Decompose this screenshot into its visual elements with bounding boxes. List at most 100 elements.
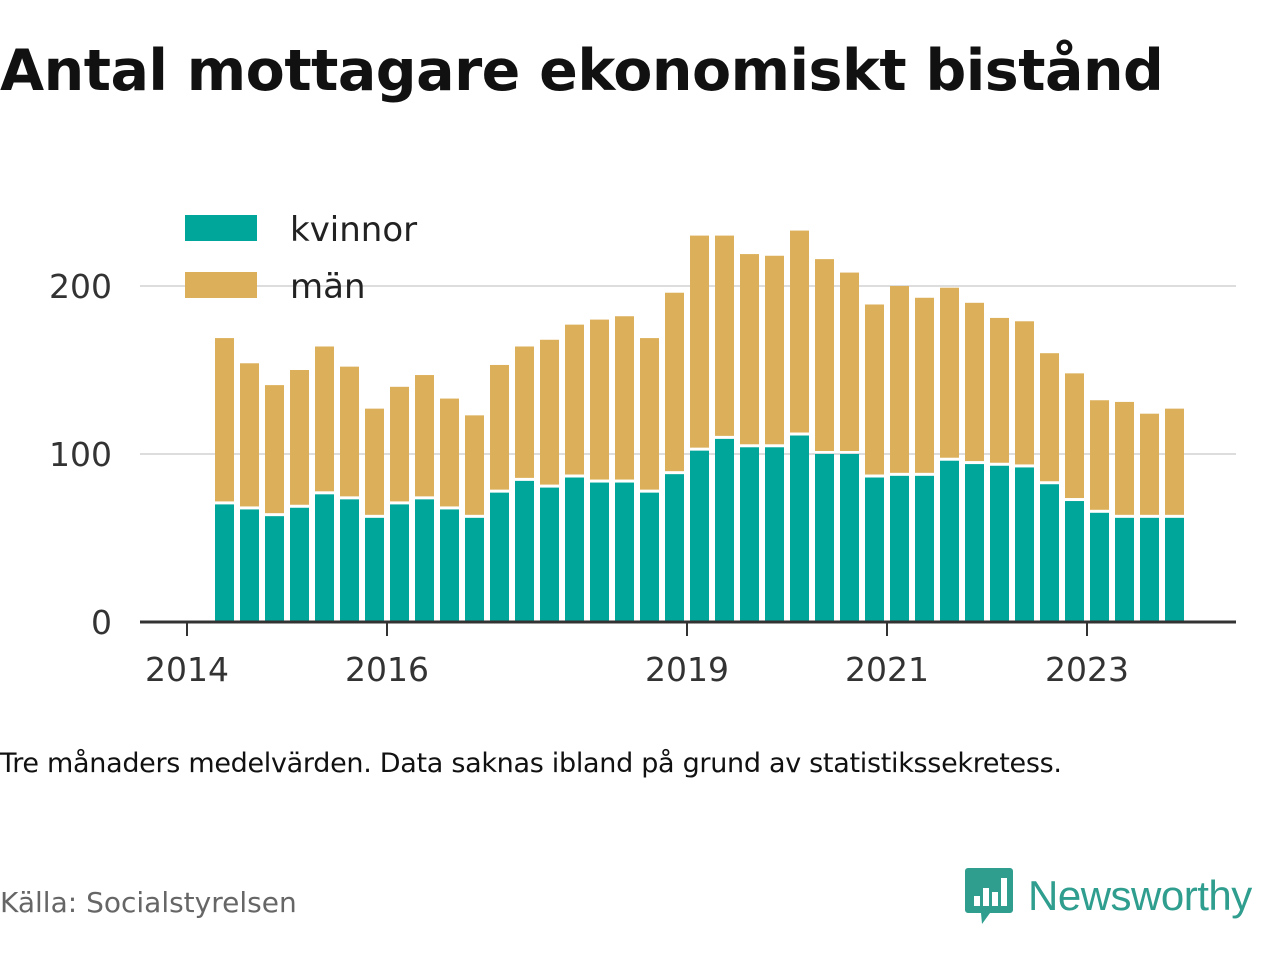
bar-kvinnor-2014-Q2 <box>215 504 234 622</box>
bar-man-2016-Q3 <box>440 398 459 507</box>
bar-kvinnor-2022-Q3 <box>1040 484 1059 622</box>
bar-kvinnor-2019-Q4 <box>765 447 784 622</box>
bar-kvinnor-2023-Q1 <box>1090 512 1109 622</box>
bar-kvinnor-2018-Q1 <box>590 482 609 622</box>
bar-man-2019-Q1 <box>690 235 709 448</box>
x-tick-label: 2023 <box>1045 650 1129 689</box>
legend-swatch-man <box>185 272 257 298</box>
bar-man-2023-Q3 <box>1140 413 1159 515</box>
bar-kvinnor-2020-Q3 <box>840 454 859 622</box>
bar-man-2015-Q3 <box>340 366 359 497</box>
bar-man-2020-Q1 <box>790 230 809 433</box>
bar-kvinnor-2022-Q4 <box>1065 501 1084 622</box>
bar-kvinnor-2016-Q4 <box>465 517 484 622</box>
legend-swatch-kvinnor <box>185 215 257 241</box>
bar-kvinnor-2017-Q2 <box>515 480 534 622</box>
bar-man-2020-Q3 <box>840 272 859 451</box>
bar-kvinnor-2019-Q3 <box>740 447 759 622</box>
bar-man-2018-Q2 <box>615 316 634 480</box>
x-tick-label: 2016 <box>345 650 429 689</box>
bar-man-2018-Q3 <box>640 338 659 490</box>
source-text: Källa: Socialstyrelsen <box>0 886 297 919</box>
y-tick-label: 0 <box>91 603 112 642</box>
bar-man-2023-Q2 <box>1115 401 1134 515</box>
bar-man-2019-Q2 <box>715 235 734 436</box>
bar-kvinnor-2022-Q2 <box>1015 467 1034 622</box>
bar-kvinnor-2015-Q2 <box>315 494 334 622</box>
bar-kvinnor-2018-Q3 <box>640 492 659 622</box>
x-tick-label: 2021 <box>845 650 929 689</box>
legend-label-man: män <box>290 267 366 307</box>
axes: 0 100 200 2014 2016 2019 2021 2023 <box>49 267 1236 689</box>
legend-label-kvinnor: kvinnor <box>290 210 417 250</box>
bar-kvinnor-2020-Q1 <box>790 435 809 622</box>
brand-name: Newsworthy <box>1028 872 1252 919</box>
bar-kvinnor-2023-Q2 <box>1115 517 1134 622</box>
bar-kvinnor-2021-Q2 <box>915 475 934 622</box>
bar-man-2015-Q1 <box>290 370 309 505</box>
chart-title: Antal mottagare ekonomiskt bistånd <box>0 38 1164 104</box>
bar-man-2020-Q4 <box>865 304 884 475</box>
bar-man-2018-Q4 <box>665 292 684 472</box>
bar-man-2020-Q2 <box>815 259 834 451</box>
legend: kvinnor män <box>185 210 417 307</box>
bar-kvinnor-2015-Q3 <box>340 499 359 622</box>
bar-kvinnor-2019-Q1 <box>690 450 709 622</box>
bar-kvinnor-2014-Q4 <box>265 516 284 622</box>
bar-kvinnor-2021-Q4 <box>965 464 984 622</box>
bar-kvinnor-2018-Q4 <box>665 474 684 622</box>
bar-man-2017-Q4 <box>565 324 584 475</box>
bar-man-2022-Q2 <box>1015 321 1034 465</box>
bar-man-2022-Q1 <box>990 317 1009 463</box>
bar-man-2021-Q2 <box>915 297 934 473</box>
bar-kvinnor-2017-Q1 <box>490 492 509 622</box>
bar-man-2017-Q1 <box>490 364 509 490</box>
bar-kvinnor-2021-Q3 <box>940 460 959 622</box>
bar-man-2015-Q4 <box>365 408 384 515</box>
bar-man-2014-Q2 <box>215 338 234 502</box>
bar-man-2017-Q2 <box>515 346 534 478</box>
bar-man-2021-Q4 <box>965 302 984 462</box>
bar-kvinnor-2016-Q2 <box>415 499 434 622</box>
bar-man-2023-Q1 <box>1090 400 1109 510</box>
bar-kvinnor-2023-Q4 <box>1165 517 1184 622</box>
bar-kvinnor-2019-Q2 <box>715 438 734 622</box>
stacked-bar-chart: kvinnor män 0 100 200 2014 2016 2019 2021 2023 <box>49 210 1236 689</box>
bars <box>215 230 1184 622</box>
brand: Newsworthy <box>964 864 1252 928</box>
bar-man-2017-Q3 <box>540 339 559 485</box>
y-tick-label: 200 <box>49 267 112 306</box>
bar-man-2023-Q4 <box>1165 408 1184 515</box>
bar-kvinnor-2020-Q2 <box>815 454 834 622</box>
bar-kvinnor-2022-Q1 <box>990 465 1009 622</box>
bar-man-2016-Q1 <box>390 386 409 502</box>
x-tick-label: 2019 <box>645 650 729 689</box>
bar-man-2021-Q1 <box>890 286 909 473</box>
bar-man-2016-Q4 <box>465 415 484 515</box>
bar-kvinnor-2015-Q1 <box>290 507 309 622</box>
x-tick-label: 2014 <box>145 650 229 689</box>
bar-man-2018-Q1 <box>590 319 609 480</box>
bar-kvinnor-2021-Q1 <box>890 475 909 622</box>
bar-man-2014-Q3 <box>240 363 259 507</box>
bar-kvinnor-2014-Q3 <box>240 509 259 622</box>
bar-kvinnor-2018-Q2 <box>615 482 634 622</box>
bar-man-2021-Q3 <box>940 287 959 458</box>
bar-kvinnor-2017-Q3 <box>540 487 559 622</box>
bar-kvinnor-2016-Q3 <box>440 509 459 622</box>
bar-kvinnor-2015-Q4 <box>365 517 384 622</box>
bar-kvinnor-2023-Q3 <box>1140 517 1159 622</box>
bar-man-2022-Q4 <box>1065 373 1084 499</box>
bar-man-2015-Q2 <box>315 346 334 492</box>
y-tick-label: 100 <box>49 435 112 474</box>
bar-man-2019-Q3 <box>740 254 759 445</box>
bar-kvinnor-2016-Q1 <box>390 504 409 622</box>
bar-kvinnor-2020-Q4 <box>865 477 884 622</box>
bar-man-2022-Q3 <box>1040 353 1059 482</box>
bar-man-2016-Q2 <box>415 375 434 497</box>
chart-note: Tre månaders medelvärden. Data saknas ib… <box>0 748 1062 779</box>
bar-kvinnor-2017-Q4 <box>565 477 584 622</box>
bar-man-2019-Q4 <box>765 255 784 445</box>
bar-man-2014-Q4 <box>265 385 284 514</box>
bar-chart-speech-bubble-icon <box>965 868 1013 924</box>
